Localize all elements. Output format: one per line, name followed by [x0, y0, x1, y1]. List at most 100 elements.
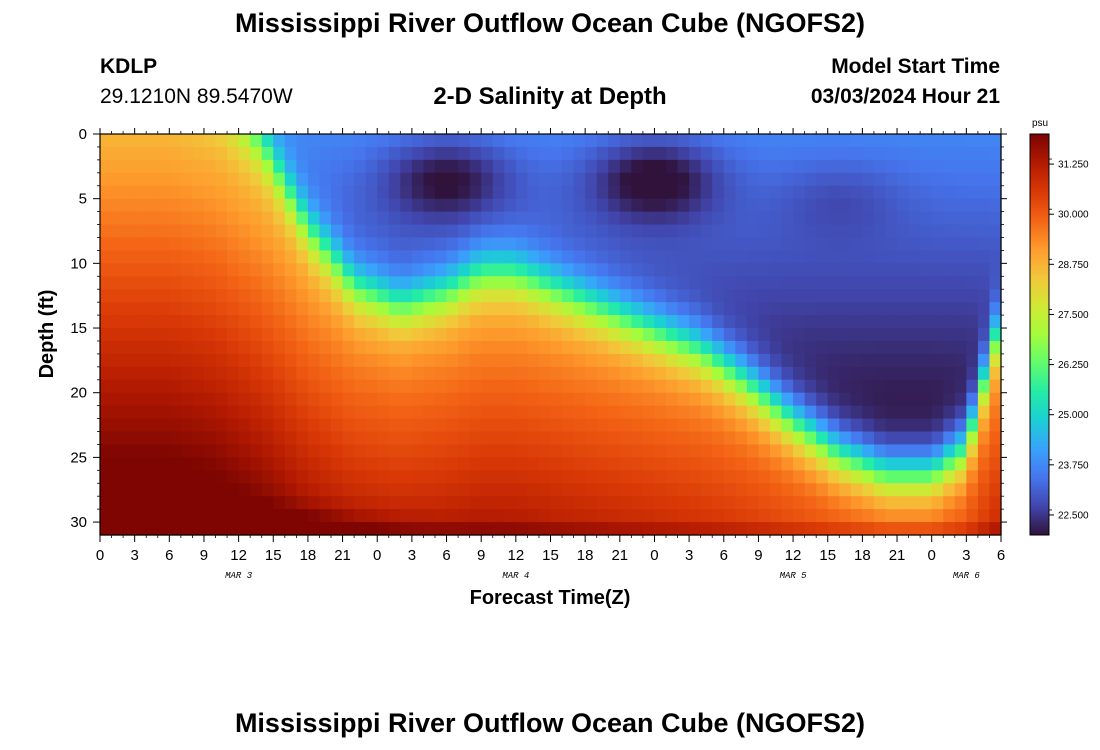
heatmap-cell	[873, 509, 887, 523]
heatmap-cell	[804, 340, 817, 355]
heatmap-cell	[862, 483, 875, 497]
heatmap-cell	[977, 483, 991, 497]
heatmap-cell	[897, 444, 910, 458]
heatmap-cell	[596, 444, 609, 458]
heatmap-cell	[492, 237, 505, 252]
heatmap-cell	[227, 198, 240, 213]
heatmap-cell	[585, 134, 598, 148]
heatmap-cell	[100, 431, 113, 446]
heatmap-cell	[573, 237, 586, 252]
heatmap-cell	[515, 224, 528, 239]
heatmap-cell	[804, 185, 817, 200]
heatmap-cell	[873, 185, 887, 200]
heatmap-cell	[504, 315, 517, 329]
heatmap-cell	[977, 315, 991, 329]
heatmap-cell	[538, 172, 552, 187]
heatmap-cell	[781, 418, 794, 433]
heatmap-cell	[816, 211, 829, 226]
heatmap-cell	[804, 483, 817, 497]
heatmap-cell	[723, 340, 736, 355]
heatmap-cell	[966, 522, 979, 536]
heatmap-cell	[146, 289, 159, 303]
heatmap-cell	[954, 263, 967, 277]
heatmap-cell	[388, 237, 401, 252]
colorbar-unit: psu	[1032, 118, 1048, 129]
heatmap-cell	[873, 379, 887, 394]
heatmap-cell	[677, 146, 690, 161]
heatmap-cell	[608, 444, 621, 458]
heatmap-cell	[377, 496, 390, 510]
x-tick-label: 3	[962, 547, 970, 564]
heatmap-cell	[227, 470, 240, 484]
heatmap-cell	[966, 405, 979, 420]
heatmap-cell	[943, 509, 956, 523]
heatmap-cell	[850, 431, 863, 446]
heatmap-cell	[377, 522, 390, 536]
heatmap-cell	[642, 159, 656, 174]
heatmap-cell	[307, 444, 321, 458]
heatmap-cell	[550, 509, 563, 523]
heatmap-cell	[423, 418, 436, 433]
heatmap-cell	[619, 366, 632, 381]
heatmap-cell	[169, 224, 182, 239]
heatmap-cell	[920, 353, 933, 368]
heatmap-cell	[943, 366, 956, 381]
heatmap-cell	[666, 379, 679, 394]
heatmap-cell	[966, 431, 979, 446]
heatmap-cell	[677, 289, 690, 303]
heatmap-cell	[977, 366, 991, 381]
heatmap-cell	[261, 302, 274, 316]
heatmap-cell	[180, 522, 194, 536]
heatmap-cell	[619, 418, 632, 433]
heatmap-cell	[735, 146, 748, 161]
heatmap-cell	[538, 483, 552, 497]
heatmap-cell	[307, 302, 321, 316]
heatmap-cell	[446, 366, 459, 381]
heatmap-cell	[527, 276, 540, 290]
heatmap-cell	[157, 379, 170, 394]
heatmap-cell	[157, 172, 170, 187]
heatmap-cell	[423, 289, 436, 303]
heatmap-cell	[134, 522, 147, 536]
heatmap-cell	[227, 405, 240, 420]
heatmap-cell	[123, 392, 136, 407]
heatmap-cell	[873, 146, 887, 161]
heatmap-cell	[192, 315, 205, 329]
heatmap-cell	[434, 366, 448, 381]
heatmap-cell	[492, 263, 505, 277]
heatmap-cell	[735, 340, 748, 355]
heatmap-cell	[585, 146, 598, 161]
heatmap-cell	[897, 353, 910, 368]
heatmap-cell	[723, 457, 736, 471]
heatmap-cell	[227, 134, 240, 148]
heatmap-cell	[839, 392, 852, 407]
heatmap-cell	[446, 522, 459, 536]
heatmap-cell	[758, 522, 771, 536]
heatmap-cell	[354, 211, 367, 226]
heatmap-cell	[839, 509, 852, 523]
heatmap-cell	[631, 237, 644, 252]
heatmap-cell	[157, 289, 170, 303]
heatmap-cell	[342, 146, 355, 161]
heatmap-cell	[596, 392, 609, 407]
heatmap-cell	[931, 405, 944, 420]
date-label: MAR 5	[780, 571, 808, 581]
heatmap-cell	[411, 418, 425, 433]
heatmap-cell	[723, 366, 736, 381]
heatmap-cell	[897, 379, 910, 394]
heatmap-cell	[284, 276, 297, 290]
heatmap-cell	[157, 237, 170, 252]
heatmap-cell	[504, 302, 517, 316]
heatmap-cell	[804, 379, 817, 394]
heatmap-cell	[827, 237, 840, 252]
heatmap-cell	[250, 379, 263, 394]
heatmap-cell	[515, 134, 528, 148]
heatmap-cell	[908, 405, 921, 420]
heatmap-cell	[654, 366, 667, 381]
heatmap-cell	[631, 328, 644, 342]
heatmap-cell	[700, 353, 713, 368]
heatmap-cell	[873, 340, 887, 355]
heatmap-cell	[365, 444, 378, 458]
heatmap-cell	[365, 328, 378, 342]
heatmap-cell	[411, 405, 425, 420]
